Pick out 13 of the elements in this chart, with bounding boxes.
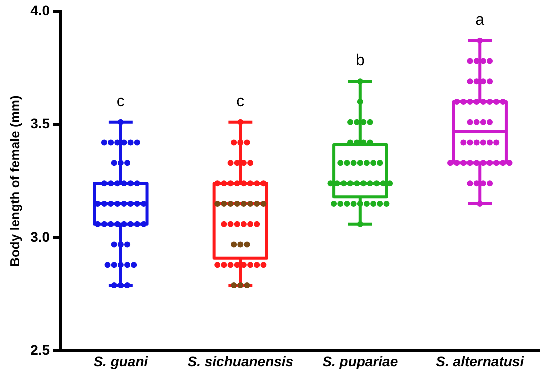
x-tick-label: S. guani [94, 353, 150, 370]
y-tick-label: 3.0 [30, 228, 50, 245]
x-tick-label: S. pupariae [322, 353, 398, 370]
annotation: b [356, 52, 365, 70]
y-tick-label: 3.5 [30, 116, 50, 132]
y-tick-label: 4.0 [30, 2, 50, 18]
y-tick-label: 2.5 [30, 342, 50, 358]
annotation: c [236, 93, 245, 110]
y-axis-title: Body length of female (mm) [7, 96, 22, 267]
annotation: c [116, 93, 125, 110]
x-tick-label: S. alternatusi [436, 353, 526, 370]
annotation: a [476, 12, 485, 29]
x-tick-label: S. sichuanensis [188, 353, 294, 370]
